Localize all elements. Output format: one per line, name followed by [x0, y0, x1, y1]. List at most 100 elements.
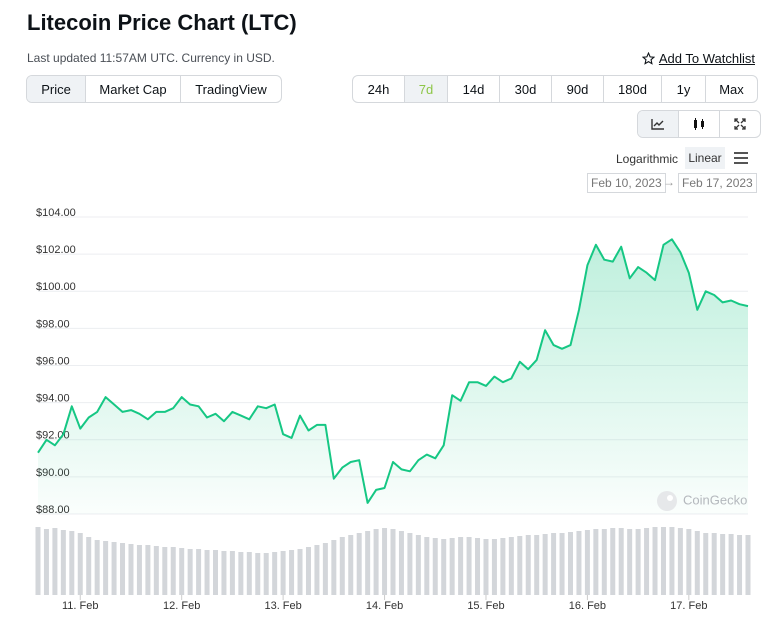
date-arrow: →	[663, 175, 675, 189]
volume-bar	[162, 547, 168, 595]
volume-bar	[229, 551, 235, 595]
volume-bar	[77, 533, 83, 595]
subtitle: Last updated 11:57AM UTC. Currency in US…	[27, 51, 275, 65]
volume-bar	[60, 530, 66, 595]
x-tick-label: 12. Feb	[163, 600, 200, 612]
volume-bar	[187, 549, 193, 595]
line-chart-button[interactable]	[638, 111, 679, 137]
volume-bar	[576, 531, 582, 595]
range-button[interactable]: 7d	[405, 76, 448, 102]
volume-bar	[69, 531, 75, 595]
volume-bar	[644, 528, 650, 595]
volume-bar	[517, 536, 523, 595]
tab[interactable]: TradingView	[195, 81, 267, 97]
volume-bar	[559, 533, 565, 595]
y-tick-label: $100.00	[36, 281, 76, 293]
volume-bar	[593, 529, 599, 595]
volume-bar	[314, 545, 320, 595]
range-group: 24h 7d 14d 30d 90d 180d 1y Max	[352, 75, 758, 103]
volume-bar	[356, 533, 362, 595]
volume-bar	[728, 534, 734, 595]
volume-bar	[694, 531, 700, 595]
tab[interactable]: Price	[27, 76, 86, 102]
volume-bar	[491, 539, 497, 595]
volume-bar	[669, 527, 675, 595]
y-tick-label: $94.00	[36, 393, 70, 405]
volume-bar	[365, 531, 371, 595]
page-title: Litecoin Price Chart (LTC)	[27, 10, 297, 35]
x-tick-label: 13. Feb	[264, 600, 301, 612]
volume-bar	[745, 535, 751, 595]
volume-bar	[686, 529, 692, 595]
scale-option[interactable]: Linear	[685, 147, 725, 169]
tab[interactable]: Market Cap	[86, 76, 181, 102]
volume-bar	[542, 534, 548, 595]
x-tick-label: 14. Feb	[366, 600, 403, 612]
volume-bar	[348, 535, 354, 595]
volume-bar	[322, 543, 328, 595]
menu-icon[interactable]	[733, 151, 749, 165]
volume-bar	[280, 551, 286, 595]
expand-icon	[734, 118, 746, 130]
range-button[interactable]: 30d	[500, 76, 552, 102]
volume-bar	[221, 551, 227, 595]
x-tick-label: 16. Feb	[569, 600, 606, 612]
fullscreen-button[interactable]	[720, 111, 760, 137]
volume-bar	[52, 528, 58, 595]
candlestick-button[interactable]	[679, 111, 720, 137]
volume-bar	[153, 546, 159, 595]
watermark-logo	[657, 491, 677, 511]
range-button[interactable]: 180d	[604, 76, 662, 102]
volume-bar	[568, 532, 573, 595]
date-to[interactable]: Feb 17, 2023	[678, 173, 757, 193]
volume-bar	[196, 549, 202, 595]
volume-bar	[170, 547, 176, 595]
volume-bar	[103, 541, 109, 595]
volume-bar	[398, 531, 404, 595]
volume-bar	[424, 537, 430, 595]
range-button[interactable]: 1y	[662, 76, 706, 102]
volume-bar	[331, 540, 337, 595]
volume-bar	[584, 530, 590, 595]
scale-option[interactable]: Logarithmic	[616, 152, 679, 166]
volume-bar	[339, 537, 345, 595]
volume-bar	[441, 539, 447, 595]
volume-bar	[534, 535, 540, 595]
range-button[interactable]: Max	[719, 81, 744, 97]
y-tick-label: $102.00	[36, 244, 76, 256]
volume-bar	[238, 552, 244, 595]
candle-icon	[694, 118, 704, 130]
volume-bar	[407, 533, 413, 595]
volume-bar	[373, 529, 379, 595]
volume-bar	[179, 548, 185, 595]
x-tick-label: 15. Feb	[467, 600, 504, 612]
volume-bar	[246, 552, 252, 595]
volume-bar	[660, 527, 666, 595]
volume-bar	[737, 535, 743, 595]
volume-bar	[551, 533, 557, 595]
y-tick-label: $98.00	[36, 318, 70, 330]
volume-bar	[35, 527, 41, 595]
watermark-text: CoinGecko	[683, 492, 747, 507]
watermark-eye	[667, 495, 673, 501]
range-button[interactable]: 90d	[552, 76, 604, 102]
volume-bar	[627, 529, 633, 595]
volume-bar	[720, 534, 726, 595]
range-button[interactable]: 24h	[353, 76, 405, 102]
volume-bar	[263, 553, 269, 595]
chart-type-group	[637, 110, 761, 138]
volume-bar	[601, 529, 607, 595]
watchlist-link[interactable]: Add To Watchlist	[641, 51, 755, 66]
volume-bar	[272, 552, 278, 595]
volume-bar	[390, 529, 396, 595]
range-button[interactable]: 14d	[448, 76, 500, 102]
volume-bar	[86, 537, 92, 595]
date-from[interactable]: Feb 10, 2023	[587, 173, 666, 193]
volume-bar	[525, 535, 531, 595]
volume-bar	[120, 543, 126, 595]
volume-bar	[500, 538, 506, 595]
volume-bar	[677, 528, 683, 595]
volume-bar	[432, 538, 438, 595]
